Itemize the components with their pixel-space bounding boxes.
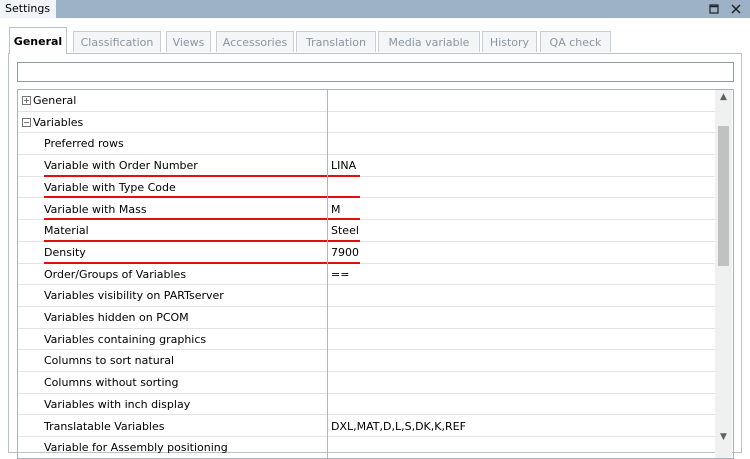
tab[interactable]: Media variable [378, 31, 480, 52]
grid-row[interactable]: Variables containing graphics [18, 329, 715, 351]
tab[interactable]: Accessories [216, 31, 294, 52]
grid-row[interactable]: − Variables [18, 112, 715, 134]
highlight-underline [44, 174, 360, 177]
row-value: == [331, 267, 350, 281]
row-label: Variables containing graphics [44, 332, 207, 346]
expander[interactable]: + [22, 96, 31, 105]
title-bar: Settings [0, 0, 750, 18]
row-label: Columns without sorting [44, 376, 179, 390]
grid-row[interactable]: Translatable Variables DXL,MAT,D,L,S,DK,K… [18, 416, 715, 438]
row-value: 7900 [331, 245, 359, 259]
grid-row[interactable]: Columns to sort natural [18, 350, 715, 373]
close-button[interactable] [730, 3, 742, 15]
row-label: Variables with inch display [44, 397, 191, 411]
row-label: Variable with Mass [44, 202, 147, 216]
row-label: Translatable Variables [44, 419, 165, 433]
window-title: Settings [0, 0, 57, 18]
grid-row[interactable]: Variable with Type Code [18, 177, 715, 199]
row-label: General [33, 94, 77, 107]
row-label: Material [44, 224, 89, 238]
tab[interactable]: General [9, 27, 67, 54]
row-label: Variables hidden on PCOM [44, 311, 189, 324]
scroll-down[interactable]: ▼ [720, 432, 727, 442]
row-value: Steel [331, 224, 359, 238]
tab[interactable]: Translation [296, 31, 376, 52]
column-divider [327, 90, 328, 458]
row-label: Preferred rows [44, 137, 124, 151]
row-label: Variables [33, 115, 84, 129]
row-label: Variables visibility on PARTserver [44, 289, 224, 303]
scrollbar-thumb[interactable] [718, 126, 729, 266]
row-label: Variable with Type Code [44, 180, 176, 194]
expander[interactable]: − [22, 117, 31, 127]
grid-row[interactable]: Variables hidden on PCOM [18, 307, 715, 329]
property-grid: + General − Variables Preferred rows Variable… [17, 89, 734, 459]
row-label: Order/Groups of Variables [44, 267, 187, 281]
grid-row[interactable]: Preferred rows [18, 133, 715, 156]
highlight-underline [44, 196, 360, 199]
row-value: LINA [331, 159, 357, 173]
tab[interactable]: Views [166, 31, 211, 52]
highlight-underline [44, 261, 360, 264]
tab[interactable]: Classification [73, 31, 161, 52]
grid-row[interactable]: Variables with inch display [18, 394, 715, 416]
row-label: Columns to sort natural [44, 354, 175, 368]
grid-row[interactable]: Variables visibility on PARTserver [18, 285, 715, 307]
row-value: DXL,MAT,D,L,S,DK,K,REF [331, 419, 466, 433]
row-label: Variable with Order Number [44, 159, 198, 173]
row-label: Density [44, 245, 86, 259]
tab[interactable]: QA check [540, 31, 611, 52]
grid-row[interactable]: Variable for Assembly positioning [18, 437, 715, 458]
scroll-up[interactable]: ▲ [720, 92, 727, 102]
grid-row[interactable]: Material Steel [18, 220, 715, 242]
grid-row[interactable]: Variable with Mass M [18, 199, 715, 221]
grid-row[interactable]: Columns without sorting [18, 372, 715, 394]
tab[interactable]: History [482, 31, 537, 52]
row-value: M [331, 202, 341, 216]
highlight-underline [44, 239, 360, 242]
row-label: Variable for Assembly positioning [44, 441, 228, 455]
grid-row[interactable]: Variable with Order Number LINA [18, 155, 715, 177]
highlight-underline [44, 218, 360, 221]
grid-row[interactable]: Order/Groups of Variables == [18, 264, 715, 286]
maximize-button[interactable] [708, 3, 720, 15]
search-input[interactable] [17, 62, 734, 82]
grid-row[interactable]: Density 7900 [18, 242, 715, 264]
grid-row[interactable]: + General [18, 90, 715, 112]
